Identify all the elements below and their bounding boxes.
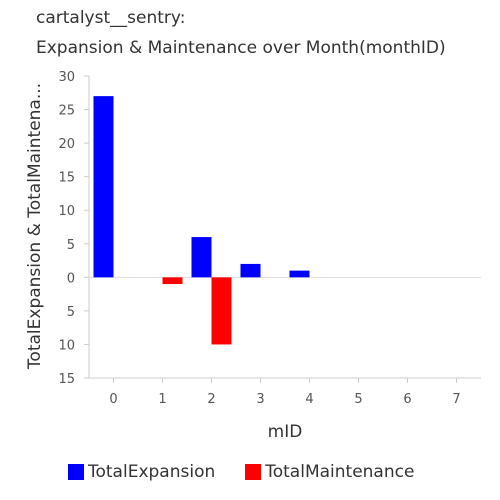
bar-total-maintenance-1[interactable] — [162, 277, 183, 285]
y-tick-label: 15 — [58, 372, 75, 387]
legend-label-total-expansion: TotalExpansion — [88, 462, 216, 482]
y-tick-label: 0 — [67, 271, 75, 286]
x-tick-label: 2 — [207, 392, 215, 407]
x-tick-label: 0 — [109, 392, 117, 407]
legend-item-total-expansion[interactable]: TotalExpansion — [68, 462, 215, 482]
x-tick-label: 5 — [354, 392, 362, 407]
bar-total-expansion-3[interactable] — [240, 263, 261, 278]
bar-total-expansion-4[interactable] — [289, 270, 310, 278]
x-tick-label: 3 — [256, 392, 264, 407]
legend: TotalExpansion TotalMaintenance — [68, 462, 414, 482]
y-tick-label: 10 — [58, 204, 75, 219]
y-axis-title: TotalExpansion & TotalMaintena... — [25, 83, 45, 370]
chart-title-line-1: cartalyst__sentry: — [36, 8, 186, 28]
y-tick-label: 10 — [58, 338, 75, 353]
bar-total-expansion-0[interactable] — [93, 96, 114, 278]
x-tick-label: 1 — [158, 392, 166, 407]
bar-total-expansion-2[interactable] — [191, 237, 212, 278]
chart-title-line-2: Expansion & Maintenance over Month(month… — [36, 38, 446, 58]
y-tick-label: 25 — [58, 104, 75, 119]
x-tick-label: 4 — [305, 392, 313, 407]
legend-label-total-maintenance: TotalMaintenance — [265, 462, 415, 482]
legend-swatch-total-expansion — [68, 464, 84, 480]
y-tick-label: 30 — [58, 70, 75, 85]
y-tick-label: 5 — [67, 238, 75, 253]
x-axis: 0 1 2 3 4 5 6 7 — [89, 276, 481, 407]
y-tick-label: 15 — [58, 171, 75, 186]
x-tick-label: 6 — [403, 392, 411, 407]
legend-swatch-total-maintenance — [245, 464, 262, 480]
y-tick-label: 20 — [58, 137, 75, 152]
x-axis-title: mID — [268, 422, 303, 442]
x-tick-label: 7 — [452, 392, 460, 407]
legend-item-total-maintenance[interactable]: TotalMaintenance — [245, 462, 414, 482]
bar-total-maintenance-2[interactable] — [211, 277, 232, 345]
bars — [93, 96, 310, 345]
y-axis: 30 25 20 15 10 5 0 5 10 15 — [58, 70, 90, 387]
y-tick-label: 5 — [67, 305, 75, 320]
